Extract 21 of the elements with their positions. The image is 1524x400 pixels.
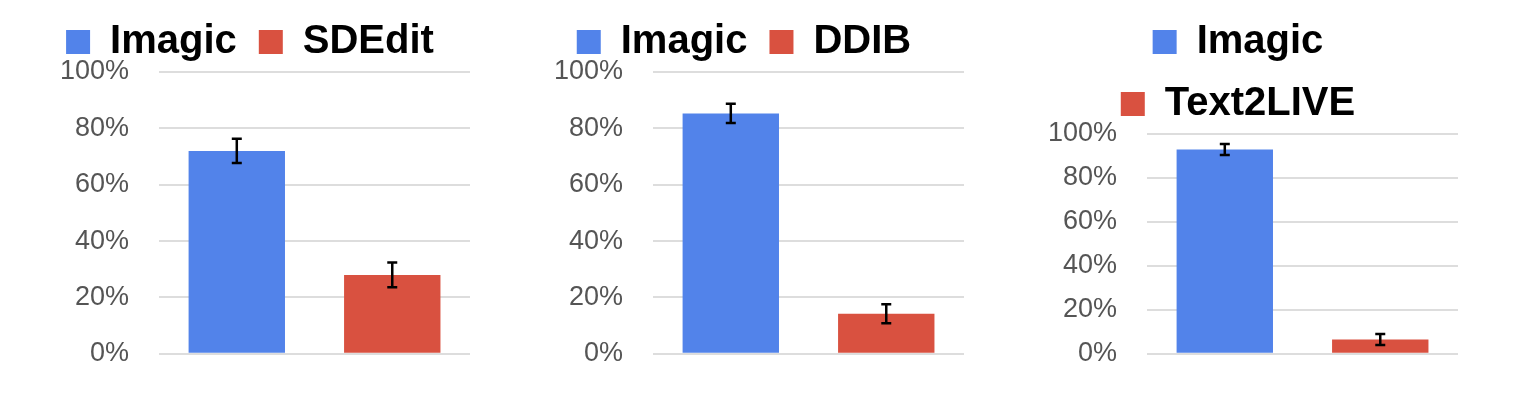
legend-label: Text2LIVE [1164,79,1356,124]
y-tick-label: 20% [1063,293,1118,324]
y-tick-label: 60% [569,168,624,199]
y-tick-label: 0% [1078,337,1118,368]
y-tick-label: 40% [1063,249,1118,280]
y-tick-label: 100% [59,55,130,86]
y-tick-label: 40% [75,224,130,255]
y-tick-label: 0% [584,337,624,368]
y-tick-label: 40% [569,224,624,255]
y-tick-label: 80% [75,111,130,142]
y-tick-label: 20% [569,280,624,311]
legend-label: DDIB [813,17,912,62]
y-tick-label: 80% [1063,161,1118,192]
y-tick-label: 100% [1047,117,1118,148]
y-tick-label: 0% [90,337,130,368]
y-tick-label: 20% [75,280,130,311]
y-tick-label: 80% [569,111,624,142]
y-tick-label: 60% [75,168,130,199]
legend-label: SDEdit [302,17,434,62]
legend-label: Imagic [1196,17,1324,62]
y-tick-label: 60% [1063,205,1118,236]
